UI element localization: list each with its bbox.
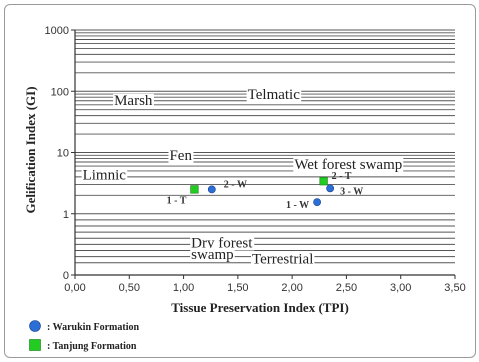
x-tick-label-0: 0,00 bbox=[64, 282, 85, 294]
y-tick-label-4: 1000 bbox=[45, 25, 69, 37]
y-tick-label-1: 1 bbox=[63, 209, 69, 221]
x-tick-label-1: 0,50 bbox=[119, 282, 140, 294]
x-axis-title: Tissue Preservation Index (TPI) bbox=[171, 300, 349, 315]
region-label-bg-2 bbox=[168, 149, 194, 164]
point-0-0 bbox=[207, 185, 216, 194]
legend: : Warukin Formation : Tanjung Formation bbox=[29, 320, 139, 352]
point-0-1 bbox=[313, 198, 322, 206]
region-label-7: Terrestrial bbox=[252, 251, 313, 267]
x-tick-label-3: 1,50 bbox=[227, 282, 248, 294]
point-label-1-0: 1 - T bbox=[167, 195, 187, 206]
region-label-bg-0 bbox=[113, 93, 154, 108]
region-label-bg-7 bbox=[250, 252, 315, 267]
point-label-0-2: 3 - W bbox=[340, 186, 363, 197]
region-label-5: Dry forest bbox=[191, 235, 253, 251]
data-points: 2 - W 1 - W 3 - W 1 - T 2 - T bbox=[167, 171, 364, 211]
region-label-0: Marsh bbox=[114, 93, 153, 109]
x-tick-label-4: 2,00 bbox=[281, 282, 302, 294]
region-label-4: Limnic bbox=[83, 168, 127, 184]
region-label-bg-6 bbox=[190, 248, 235, 263]
x-tick-label-6: 3,00 bbox=[390, 282, 411, 294]
environment-labels: Marsh Telmatic Fen Wet forest swamp Limnic Dr… bbox=[81, 87, 404, 267]
region-label-1: Telmatic bbox=[248, 87, 301, 103]
region-label-bg-3 bbox=[293, 157, 404, 172]
chart-frame: 0,00 0,50 1,00 1,50 2,00 2,50 3,00 3,50 0 1 10 100 1… bbox=[4, 4, 476, 358]
x-tick-label-2: 1,00 bbox=[173, 282, 194, 294]
point-1-1 bbox=[319, 177, 328, 186]
point-label-0-1: 1 - W bbox=[286, 200, 309, 211]
point-label-0-0: 2 - W bbox=[224, 179, 247, 190]
y-tick-label-0: 0 bbox=[63, 270, 69, 282]
region-label-bg-5 bbox=[190, 236, 255, 251]
axes: 0,00 0,50 1,00 1,50 2,00 2,50 3,00 3,50 0 1 10 100 1… bbox=[45, 25, 466, 294]
y-tick-label-2: 10 bbox=[57, 148, 69, 160]
gridlines bbox=[75, 29, 455, 264]
point-1-0 bbox=[190, 185, 199, 194]
legend-swatch-0 bbox=[29, 320, 41, 332]
region-label-2: Fen bbox=[169, 148, 192, 164]
region-label-3: Wet forest swamp bbox=[294, 157, 402, 173]
x-tick-label-7: 3,50 bbox=[444, 282, 465, 294]
point-label-1-1: 2 - T bbox=[332, 171, 352, 182]
legend-label-1: : Tanjung Formation bbox=[47, 341, 137, 352]
y-axis-title: Gelification Index (GI) bbox=[23, 86, 38, 213]
y-tick-label-3: 100 bbox=[51, 86, 69, 98]
legend-label-0: : Warukin Formation bbox=[47, 322, 139, 333]
region-label-bg-1 bbox=[246, 87, 302, 102]
legend-swatch-1 bbox=[29, 339, 41, 351]
gi-tpi-chart: 0,00 0,50 1,00 1,50 2,00 2,50 3,00 3,50 0 1 10 100 1… bbox=[23, 25, 466, 352]
region-label-6: swamp bbox=[191, 247, 234, 263]
region-label-bg-4 bbox=[81, 168, 128, 183]
point-0-2 bbox=[326, 184, 335, 193]
x-tick-label-5: 2,50 bbox=[336, 282, 357, 294]
